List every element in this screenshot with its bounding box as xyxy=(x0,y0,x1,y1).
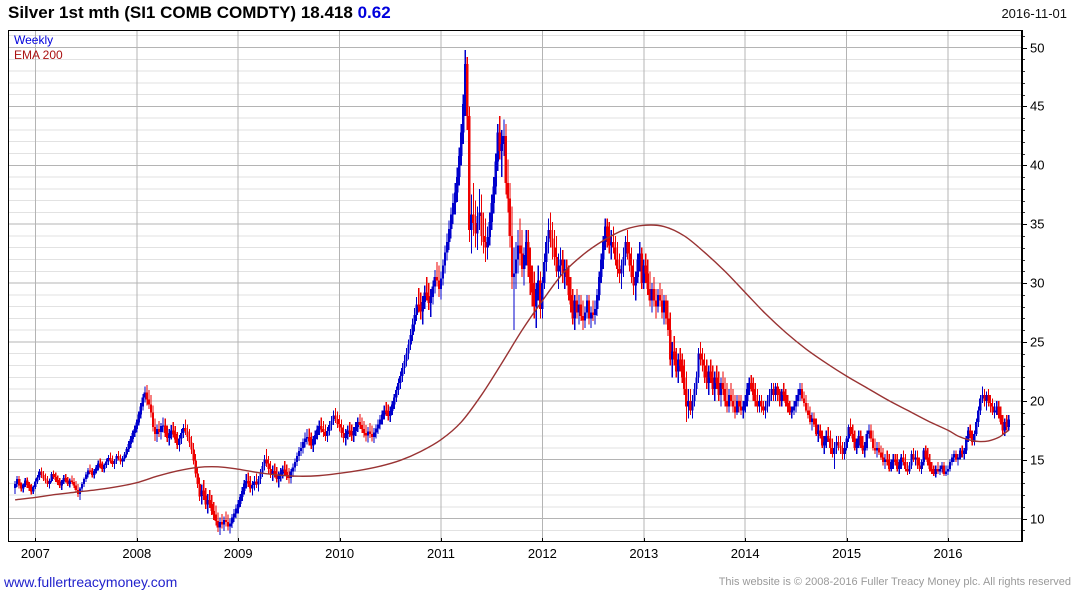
y-tick-minor xyxy=(1022,247,1025,249)
y-tick-minor xyxy=(1022,177,1025,179)
x-tick-mark xyxy=(542,538,544,542)
y-tick-minor xyxy=(1022,483,1025,485)
y-tick-minor xyxy=(1022,141,1025,143)
y-tick-minor xyxy=(1022,118,1025,120)
x-tick-mark xyxy=(441,538,442,542)
x-axis-label: 2007 xyxy=(20,546,50,561)
y-tick-minor xyxy=(1022,424,1025,426)
page-title: Silver 1st mth (SI1 COMB COMDTY) 18.418 … xyxy=(8,3,391,23)
y-tick-minor xyxy=(1022,365,1025,367)
page-footer: www.fullertreacymoney.com This website i… xyxy=(0,566,1075,600)
y-tick-minor xyxy=(1022,436,1025,438)
y-tick-minor xyxy=(1022,200,1025,202)
y-tick-major xyxy=(1022,224,1027,226)
x-axis-label: 2015 xyxy=(832,546,862,561)
y-tick-minor xyxy=(1022,153,1025,155)
y-axis-label: 40 xyxy=(1030,157,1045,173)
x-axis-label: 2008 xyxy=(122,546,152,561)
y-tick-major xyxy=(1022,283,1027,285)
y-axis-label: 30 xyxy=(1030,275,1045,291)
legend-item-ema200: EMA 200 xyxy=(14,48,63,62)
y-tick-minor xyxy=(1022,318,1025,320)
price-chart-svg xyxy=(9,31,1021,541)
x-tick-mark xyxy=(238,538,240,542)
y-tick-major xyxy=(1022,400,1027,402)
y-axis-label: 45 xyxy=(1030,98,1045,114)
y-axis: 10 15 20 25 30 35 40 45 50 xyxy=(1022,30,1075,542)
y-tick-minor xyxy=(1022,259,1025,261)
chart-legend: Weekly EMA 200 xyxy=(14,33,63,63)
y-tick-minor xyxy=(1022,330,1025,332)
y-tick-minor xyxy=(1022,271,1025,273)
y-tick-minor xyxy=(1022,495,1025,497)
y-tick-minor xyxy=(1022,389,1025,391)
y-axis-label: 15 xyxy=(1030,452,1045,468)
y-tick-minor xyxy=(1022,235,1025,237)
x-tick-mark xyxy=(339,538,341,542)
y-tick-minor xyxy=(1022,94,1025,96)
x-axis-label: 2010 xyxy=(325,546,355,561)
as-of-date: 2016-11-01 xyxy=(1001,6,1067,21)
y-tick-minor xyxy=(1022,129,1025,131)
x-axis: 2007 2008 2009 2010 2011 2012 2013 2014 2015 2016 xyxy=(8,538,1022,564)
x-axis-label: 2016 xyxy=(933,546,963,561)
y-axis-label: 10 xyxy=(1030,511,1045,527)
y-tick-minor xyxy=(1022,306,1025,308)
y-tick-major xyxy=(1022,165,1027,167)
legend-item-weekly: Weekly xyxy=(14,33,54,47)
y-tick-minor xyxy=(1022,59,1025,61)
y-axis-label: 50 xyxy=(1030,40,1045,55)
chart-header: Silver 1st mth (SI1 COMB COMDTY) 18.418 … xyxy=(0,0,1075,28)
x-axis-label: 2012 xyxy=(527,546,557,561)
y-tick-minor xyxy=(1022,35,1025,37)
y-tick-minor xyxy=(1022,412,1025,414)
y-tick-major xyxy=(1022,47,1027,49)
y-tick-minor xyxy=(1022,82,1025,84)
x-tick-mark xyxy=(948,538,949,542)
y-axis-label: 20 xyxy=(1030,393,1045,409)
y-tick-minor xyxy=(1022,188,1025,190)
y-axis-label: 35 xyxy=(1030,216,1045,232)
x-axis-label: 2013 xyxy=(629,546,659,561)
last-price: 18.418 xyxy=(300,3,353,22)
x-axis-label: 2011 xyxy=(427,546,455,561)
instrument-name: Silver 1st mth (SI1 COMB COMDTY) xyxy=(8,3,297,22)
y-tick-minor xyxy=(1022,71,1025,72)
y-tick-minor xyxy=(1022,448,1025,449)
x-tick-mark xyxy=(745,538,747,542)
y-tick-minor xyxy=(1022,506,1025,508)
price-change: 0.62 xyxy=(357,3,391,22)
y-tick-minor xyxy=(1022,353,1025,355)
x-axis-label: 2014 xyxy=(730,546,760,561)
y-tick-major xyxy=(1022,341,1027,343)
x-tick-mark xyxy=(35,538,37,542)
y-tick-minor xyxy=(1022,212,1025,214)
x-tick-mark xyxy=(136,538,138,542)
x-axis-label: 2009 xyxy=(223,546,253,561)
chart-plot-area xyxy=(8,30,1022,542)
y-tick-major xyxy=(1022,106,1027,108)
y-tick-major xyxy=(1022,518,1027,520)
site-url-link[interactable]: www.fullertreacymoney.com xyxy=(4,574,178,590)
y-tick-minor xyxy=(1022,530,1025,532)
y-tick-minor xyxy=(1022,377,1025,379)
y-tick-major xyxy=(1022,459,1027,461)
y-axis-label: 25 xyxy=(1030,334,1045,350)
chart-canvas xyxy=(8,30,1022,542)
x-tick-mark xyxy=(846,538,848,542)
x-tick-mark xyxy=(643,538,645,542)
y-tick-minor xyxy=(1022,471,1025,473)
y-axis-spine xyxy=(1022,30,1023,542)
copyright-notice: This website is © 2008-2016 Fuller Treac… xyxy=(718,576,1071,588)
y-tick-minor xyxy=(1022,294,1025,296)
